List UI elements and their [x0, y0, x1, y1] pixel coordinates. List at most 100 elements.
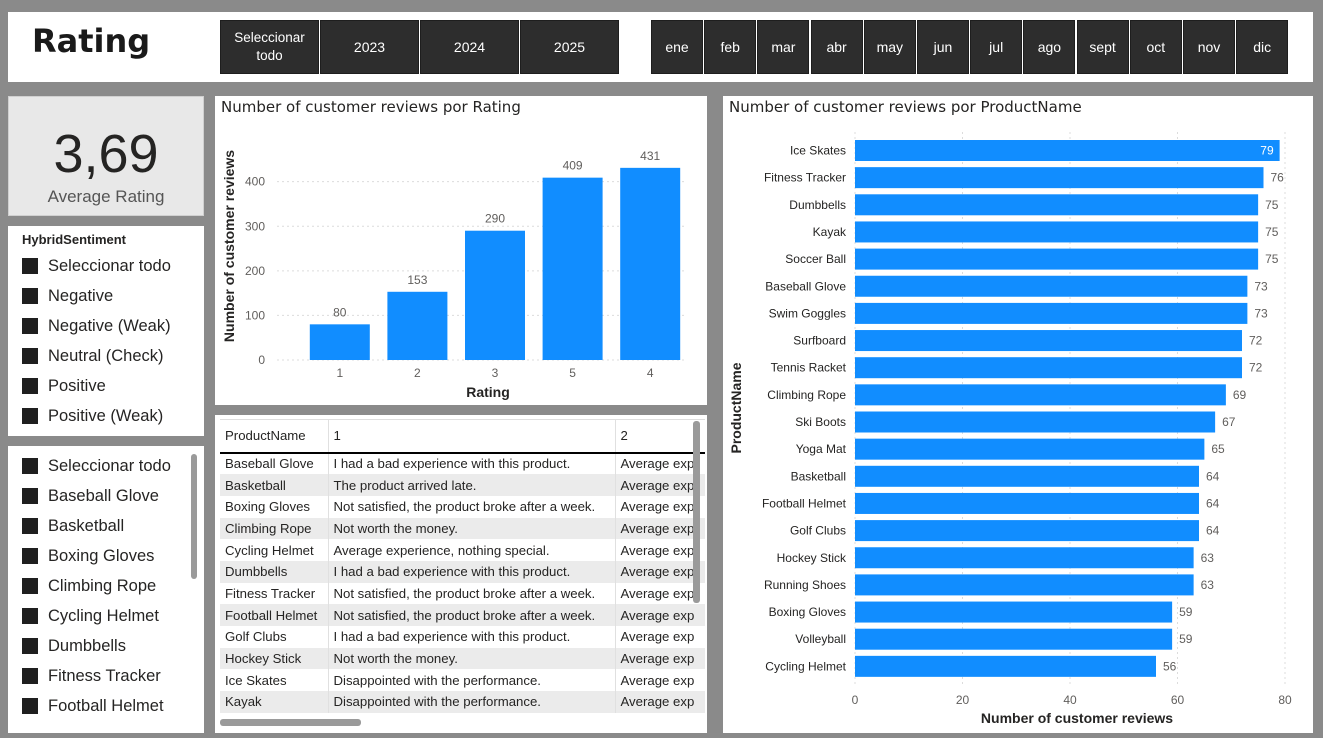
product-bar-tennis-racket[interactable]	[855, 357, 1242, 379]
year-button-2023[interactable]: 2023	[320, 20, 419, 74]
month-button-feb[interactable]: feb	[704, 20, 757, 74]
page-title: Rating	[32, 22, 151, 60]
checkbox-icon[interactable]	[22, 288, 38, 304]
table-row[interactable]: Golf Clubs I had a bad experience with th…	[220, 626, 705, 648]
table-horizontal-scrollbar[interactable]	[220, 719, 361, 726]
product-bar-golf-clubs[interactable]	[855, 520, 1199, 542]
product-bar-climbing-rope[interactable]	[855, 384, 1226, 406]
table-cell: Average exp	[614, 452, 705, 475]
table-row[interactable]: Basketball The product arrived late. Avera…	[220, 474, 705, 496]
month-button-may[interactable]: may	[863, 20, 916, 74]
month-button-jun[interactable]: jun	[917, 20, 969, 74]
product-bar-running-shoes[interactable]	[855, 574, 1194, 596]
table-row[interactable]: Football Helmet Not satisfied, the produc…	[220, 604, 705, 626]
sentiment-option-seleccionar-todo[interactable]: Seleccionar todo	[22, 254, 171, 278]
month-button-oct[interactable]: oct	[1129, 20, 1182, 74]
rating-bar-5[interactable]	[542, 177, 603, 360]
table-row[interactable]: Baseball Glove I had a bad experience wit…	[220, 452, 705, 475]
month-button-ago[interactable]: ago	[1023, 20, 1076, 74]
product-bar-basketball[interactable]	[855, 465, 1199, 487]
checkbox-icon[interactable]	[22, 578, 38, 594]
month-button-jul[interactable]: jul	[970, 20, 1023, 74]
month-button-abr[interactable]: abr	[810, 20, 863, 74]
table-cell: Disappointed with the performance.	[327, 669, 615, 692]
checkbox-icon[interactable]	[22, 378, 38, 394]
product-option-label: Cycling Helmet	[48, 606, 159, 625]
table-cell: Average exp	[614, 560, 705, 583]
product-option-climbing-rope[interactable]: Climbing Rope	[22, 574, 156, 598]
product-bar-yoga-mat[interactable]	[855, 438, 1205, 460]
table-row[interactable]: Kayak Disappointed with the performance. A…	[220, 691, 705, 713]
month-button-mar[interactable]: mar	[757, 20, 810, 74]
column-header[interactable]: 1	[327, 419, 615, 454]
product-bar-boxing-gloves[interactable]	[855, 601, 1173, 623]
checkbox-icon[interactable]	[22, 488, 38, 504]
sentiment-option-positive[interactable]: Positive	[22, 374, 106, 398]
checkbox-icon[interactable]	[22, 318, 38, 334]
month-button-dic[interactable]: dic	[1236, 20, 1289, 74]
checkbox-icon[interactable]	[22, 258, 38, 274]
sentiment-option-positive-weak[interactable]: Positive (Weak)	[22, 404, 163, 428]
year-button-2024[interactable]: 2024	[420, 20, 519, 74]
checkbox-icon[interactable]	[22, 548, 38, 564]
column-header[interactable]: 2	[614, 419, 705, 454]
product-option-dumbbells[interactable]: Dumbbells	[22, 634, 126, 658]
product-option-basketball[interactable]: Basketball	[22, 514, 124, 538]
x-tick-label: 4	[647, 366, 654, 380]
product-bar-dumbbells[interactable]	[855, 194, 1259, 216]
table-row[interactable]: Fitness Tracker Not satisfied, the produc…	[220, 582, 705, 605]
month-button-ene[interactable]: ene	[651, 20, 703, 74]
checkbox-icon[interactable]	[22, 408, 38, 424]
product-bar-fitness-tracker[interactable]	[855, 167, 1264, 189]
product-option-cycling-helmet[interactable]: Cycling Helmet	[22, 604, 159, 628]
month-button-nov[interactable]: nov	[1183, 20, 1235, 74]
product-slicer-scrollbar[interactable]	[191, 454, 197, 579]
product-bar-ice-skates[interactable]	[855, 140, 1280, 161]
product-bar-surfboard[interactable]	[855, 330, 1242, 352]
checkbox-icon[interactable]	[22, 458, 38, 474]
checkbox-icon[interactable]	[22, 608, 38, 624]
column-header[interactable]: ProductName	[220, 419, 328, 454]
year-button-2025[interactable]: 2025	[520, 20, 619, 74]
table-row[interactable]: Climbing Rope Not worth the money. Average…	[220, 517, 705, 540]
product-bar-hockey-stick[interactable]	[855, 547, 1194, 569]
table-row[interactable]: Hockey Stick Not worth the money. Average …	[220, 647, 705, 670]
product-option-label: Seleccionar todo	[48, 456, 171, 475]
table-vertical-scrollbar[interactable]	[693, 421, 700, 603]
product-option-seleccionar-todo[interactable]: Seleccionar todo	[22, 454, 171, 478]
product-bar-soccer-ball[interactable]	[855, 248, 1259, 270]
product-bar-baseball-glove[interactable]	[855, 275, 1248, 297]
table-cell: Baseball Glove	[225, 456, 314, 472]
rating-bar-4[interactable]	[620, 167, 681, 360]
checkbox-icon[interactable]	[22, 518, 38, 534]
year-button-seleccionar-todo[interactable]: Seleccionar todo	[220, 20, 319, 74]
table-row[interactable]: Boxing Gloves Not satisfied, the product …	[220, 495, 705, 518]
table-row[interactable]: Dumbbells I had a bad experience with thi…	[220, 560, 705, 583]
product-bar-value-label: 76	[1271, 171, 1285, 185]
sentiment-option-negative-weak[interactable]: Negative (Weak)	[22, 314, 171, 338]
product-option-football-helmet[interactable]: Football Helmet	[22, 694, 164, 718]
rating-bar-1[interactable]	[309, 324, 370, 360]
checkbox-icon[interactable]	[22, 638, 38, 654]
product-bar-volleyball[interactable]	[855, 628, 1173, 650]
product-option-boxing-gloves[interactable]: Boxing Gloves	[22, 544, 154, 568]
product-bar-ski-boots[interactable]	[855, 411, 1216, 433]
product-bar-kayak[interactable]	[855, 221, 1259, 243]
product-bar-football-helmet[interactable]	[855, 492, 1199, 514]
sentiment-option-neutral-check[interactable]: Neutral (Check)	[22, 344, 164, 368]
product-bar-cycling-helmet[interactable]	[855, 655, 1156, 677]
y-tick-label: Swim Goggles	[769, 306, 846, 320]
rating-bar-3[interactable]	[465, 230, 525, 360]
checkbox-icon[interactable]	[22, 348, 38, 364]
product-option-fitness-tracker[interactable]: Fitness Tracker	[22, 664, 161, 688]
checkbox-icon[interactable]	[22, 698, 38, 714]
table-row[interactable]: Ice Skates Disappointed with the performa…	[220, 669, 705, 692]
checkbox-icon[interactable]	[22, 668, 38, 684]
table-row[interactable]: Cycling Helmet Average experience, nothin…	[220, 539, 705, 561]
rating-bar-2[interactable]	[387, 291, 448, 360]
sentiment-option-negative[interactable]: Negative	[22, 284, 113, 308]
month-button-sept[interactable]: sept	[1076, 20, 1129, 74]
product-bar-swim-goggles[interactable]	[855, 302, 1248, 324]
kpi-card: 3,69 Average Rating	[8, 96, 204, 216]
product-option-baseball-glove[interactable]: Baseball Glove	[22, 484, 159, 508]
